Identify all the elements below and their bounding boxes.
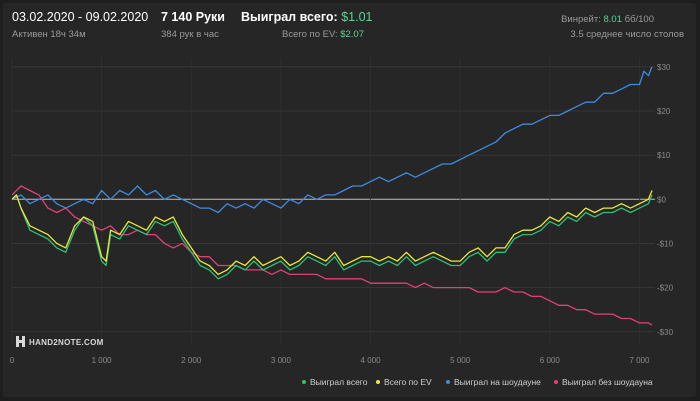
hands-count: 7 140 Руки — [161, 10, 225, 24]
x-tick-label: 3 000 — [271, 356, 292, 365]
hands-per-hour: 384 рук в час — [161, 29, 219, 40]
won-total-value: $1.01 — [341, 10, 373, 24]
ev-total: Всего по EV: $2.07 — [282, 29, 364, 40]
legend-marker — [376, 380, 380, 384]
y-tick-label: $30 — [657, 63, 671, 72]
y-tick-label: $20 — [657, 107, 671, 116]
x-tick-label: 6 000 — [540, 356, 561, 365]
won-total: Выиграл всего: $1.01 — [241, 10, 372, 24]
legend-label: Выиграл без шоудауна — [562, 377, 653, 387]
line-showdown — [11, 66, 653, 214]
x-tick-label: 0 — [10, 356, 15, 365]
date-range: 03.02.2020 - 09.02.2020 — [12, 10, 149, 24]
winrate-value: 8.01 — [603, 14, 622, 25]
hand2note-logo: HAND2NOTE.COM — [16, 336, 104, 347]
ev-value: $2.07 — [340, 29, 364, 40]
y-tick-label: $10 — [657, 151, 671, 160]
ev-label: Всего по EV: — [282, 29, 338, 40]
hands-count-text: 7 140 Руки — [161, 10, 225, 24]
winrate-unit: бб/100 — [624, 14, 654, 25]
y-tick-label: -$10 — [657, 239, 674, 248]
winrate: Винрейт: 8.01 бб/100 — [561, 14, 654, 25]
legend-label: Выиграл на шоудауне — [454, 377, 541, 387]
avg-tables: 3.5 среднее число столов — [570, 29, 684, 40]
legend-marker — [302, 380, 306, 384]
x-tick-label: 5 000 — [450, 356, 471, 365]
y-tick-label: -$20 — [657, 284, 674, 293]
line-ev — [11, 190, 653, 276]
x-tick-label: 7 000 — [629, 356, 650, 365]
winrate-label: Винрейт: — [561, 14, 601, 25]
y-tick-label: -$30 — [657, 328, 674, 337]
graph-panel — [3, 3, 696, 397]
legend-label: Всего по EV — [384, 377, 432, 387]
x-tick-label: 1 000 — [92, 356, 113, 365]
y-tick-label: $0 — [657, 195, 666, 204]
logo-text: HAND2NOTE.COM — [29, 338, 104, 347]
legend-marker — [554, 380, 558, 384]
x-tick-label: 4 000 — [361, 356, 382, 365]
x-tick-label: 2 000 — [181, 356, 202, 365]
active-time: Активен 18ч 34м — [12, 29, 86, 40]
logo-mark — [16, 340, 25, 343]
won-total-label: Выиграл всего: — [241, 10, 338, 24]
line-won-total — [11, 194, 653, 280]
legend-label: Выиграл всего — [310, 377, 368, 387]
legend-marker — [446, 380, 450, 384]
